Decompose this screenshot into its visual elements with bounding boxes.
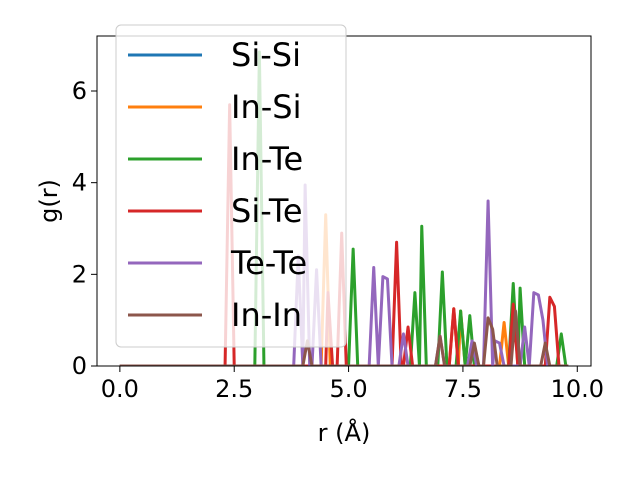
y-tick-label: 4 — [72, 169, 87, 197]
series-line-in-te — [119, 50, 569, 366]
legend-label-in-in: In-In — [231, 296, 302, 334]
x-tick-label: 5.0 — [329, 375, 367, 403]
x-tick-label: 0.0 — [101, 375, 139, 403]
y-axis-label: g(r) — [35, 179, 63, 223]
x-axis: 0.0 2.5 5.0 7.5 10.0 — [101, 366, 604, 403]
legend-label-in-si: In-Si — [231, 88, 301, 126]
legend-label-te-te: Te-Te — [230, 244, 307, 282]
legend-label-si-si: Si-Si — [231, 36, 301, 74]
legend-label-in-te: In-Te — [231, 140, 303, 178]
y-tick-label: 6 — [72, 77, 87, 105]
x-tick-label: 2.5 — [215, 375, 253, 403]
x-axis-label: r (Å) — [318, 418, 371, 447]
y-tick-label: 2 — [72, 260, 87, 288]
x-tick-label: 7.5 — [444, 375, 482, 403]
y-axis: 0 2 4 6 — [72, 77, 97, 380]
x-tick-label: 10.0 — [551, 375, 604, 403]
y-tick-label: 0 — [72, 352, 87, 380]
legend-label-si-te: Si-Te — [231, 192, 303, 230]
legend: Si-Si In-Si In-Te Si-Te Te-Te In-In — [115, 24, 347, 348]
